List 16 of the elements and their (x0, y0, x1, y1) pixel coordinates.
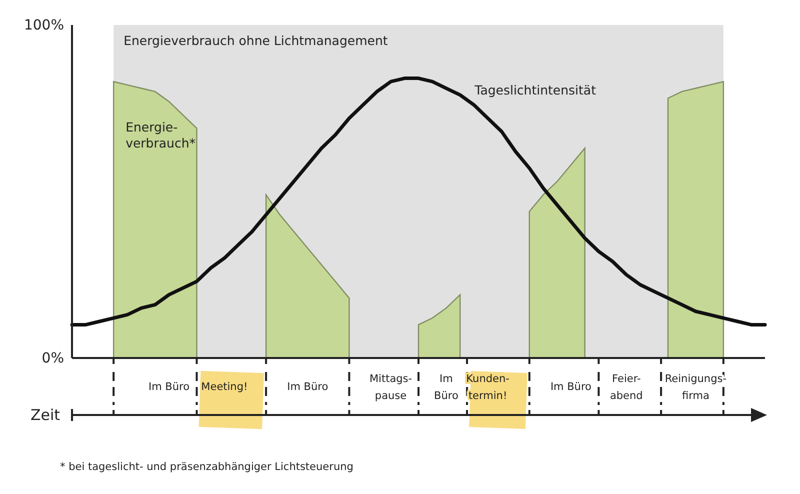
series-label: Energieverbrauch ohne Lichtmanagement (124, 33, 388, 48)
series-label: Energie- verbrauch* (126, 120, 196, 151)
x-tick-label: Reinigungs- firma (664, 373, 727, 402)
x-axis-title: Zeit (30, 406, 60, 424)
text: * bei tageslicht- und präsenzabhängiger Lichtsteuerung (60, 461, 354, 473)
x-tick-label: Mittags- pause (369, 373, 412, 402)
y-tick-label: 100% (24, 17, 64, 34)
x-tick-label: Im Büro (148, 381, 190, 393)
x-tick-label: Im Büro (550, 381, 592, 393)
x-tick-label: Feier- abend (610, 373, 643, 402)
x-tick-label: Meeting! (201, 381, 248, 393)
x-tick-label: Im Büro (287, 381, 328, 393)
x-tick-label: Im Büro (434, 373, 458, 402)
series-label: Tageslichtintensität (474, 82, 596, 98)
y-tick-label: 0% (42, 350, 64, 366)
line-series (70, 76, 767, 326)
